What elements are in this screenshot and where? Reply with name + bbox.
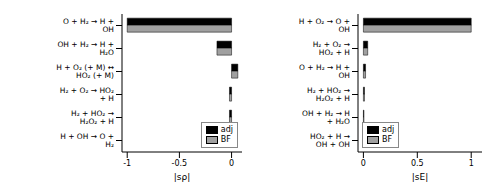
html-text:adj: adj xyxy=(382,125,395,134)
svg-text:H + OH → O +H₂: H + OH → O +H₂ xyxy=(60,132,114,149)
svg-text:0.5: 0.5 xyxy=(411,159,424,168)
html-text:BF: BF xyxy=(382,135,393,144)
html-text:adj: adj xyxy=(220,125,233,134)
svg-text:H + O₂ (+ M) ↔HO₂ (+ M): H + O₂ (+ M) ↔HO₂ (+ M) xyxy=(56,63,114,80)
svg-text:OH + H₂ → H+ H₂O: OH + H₂ → H+ H₂O xyxy=(302,109,350,126)
svg-text:H + O₂ → O +OH: H + O₂ → O +OH xyxy=(299,17,350,33)
svg-text:1: 1 xyxy=(469,159,474,168)
svg-text:0: 0 xyxy=(229,159,234,168)
svg-text:H₂ + O₂ → HO₂+ H: H₂ + O₂ → HO₂+ H xyxy=(60,86,114,103)
svg-text:H₂ + HO₂ →H₂O₂ + H: H₂ + HO₂ →H₂O₂ + H xyxy=(307,86,350,103)
html-text:BF: BF xyxy=(220,135,231,144)
svg-text:|sE|: |sE| xyxy=(412,172,428,182)
svg-text:-0.5: -0.5 xyxy=(172,159,188,168)
svg-text:HO₂ + H →OH + OH: HO₂ + H →OH + OH xyxy=(310,132,350,149)
svg-text:OH + H₂ → H +H₂O: OH + H₂ → H +H₂O xyxy=(57,40,114,57)
svg-text:|sρ|: |sρ| xyxy=(174,172,190,182)
svg-text:-1: -1 xyxy=(123,159,131,168)
svg-text:H₂ + O₂ →HO₂ + H: H₂ + O₂ →HO₂ + H xyxy=(313,40,350,57)
svg-text:O + H₂ → H +OH: O + H₂ → H +OH xyxy=(63,17,114,33)
svg-text:H₂ + HO₂ →H₂O₂ + H: H₂ + HO₂ →H₂O₂ + H xyxy=(71,109,114,126)
svg-text:0: 0 xyxy=(361,159,366,168)
svg-text:O + H₂ → H +OH: O + H₂ → H +OH xyxy=(299,63,350,80)
